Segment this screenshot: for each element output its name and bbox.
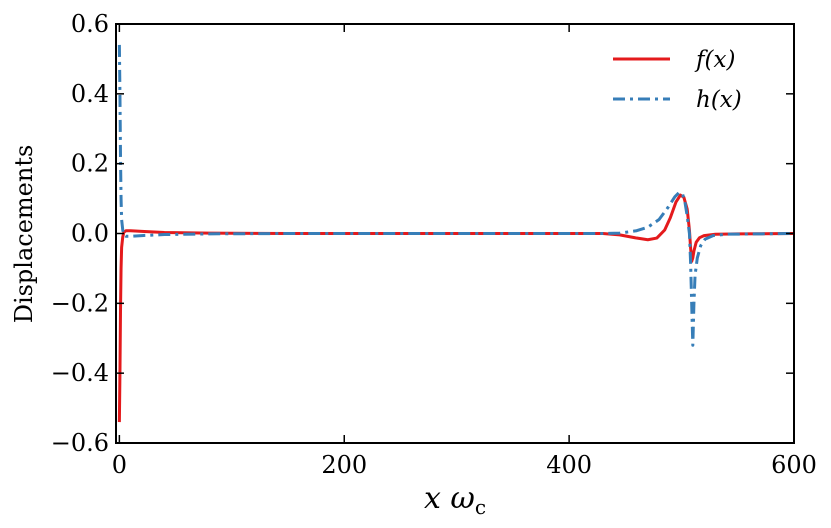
series-layer (117, 44, 794, 423)
legend: f(x) h(x) (613, 47, 742, 113)
y-tick-label: 0.6 (71, 10, 109, 38)
series-line-h (117, 44, 794, 347)
y-tick-label: 0.0 (71, 220, 109, 248)
series-line-f (117, 193, 794, 423)
x-tick-label: 0 (112, 451, 127, 479)
y-tick-label: 0.2 (71, 150, 109, 178)
y-tick-label: −0.2 (51, 289, 109, 317)
legend-label-f: f(x) (694, 47, 735, 73)
x-tick-label: 200 (321, 451, 367, 479)
y-tick-label: −0.6 (51, 429, 109, 457)
legend-label-h: h(x) (696, 87, 742, 113)
x-tick-label: 400 (546, 451, 592, 479)
y-axis-label: Displacements (10, 145, 38, 324)
x-axis-label: x ωc (424, 481, 486, 519)
x-axis-label-sub: c (475, 495, 486, 519)
x-tick-label: 600 (771, 451, 817, 479)
ticks-layer: 0 200 400 600 −0.6 −0.4 −0.2 0.0 0.2 0.4 0.6 (51, 10, 817, 479)
y-tick-label: −0.4 (51, 359, 109, 387)
y-tick-label: 0.4 (71, 80, 109, 108)
x-axis-label-main: x ω (424, 481, 475, 516)
